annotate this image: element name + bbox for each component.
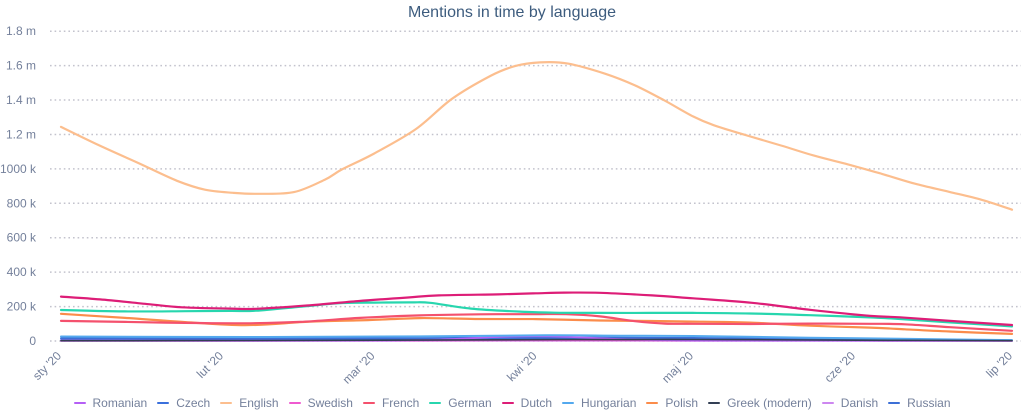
svg-text:kwi '20: kwi '20 — [504, 348, 540, 384]
svg-text:cze '20: cze '20 — [822, 348, 859, 385]
svg-text:sty '20: sty '20 — [30, 348, 64, 382]
svg-text:mar '20: mar '20 — [340, 348, 378, 386]
svg-text:0: 0 — [29, 334, 36, 348]
svg-text:maj '20: maj '20 — [659, 348, 696, 385]
svg-text:1.2 m: 1.2 m — [6, 128, 36, 142]
svg-text:1.8 m: 1.8 m — [6, 24, 36, 38]
svg-text:1000 k: 1000 k — [0, 162, 37, 176]
svg-text:1.6 m: 1.6 m — [6, 59, 36, 73]
svg-text:lip '20: lip '20 — [983, 348, 1015, 380]
svg-text:400 k: 400 k — [7, 265, 37, 279]
svg-text:1.4 m: 1.4 m — [6, 93, 36, 107]
svg-text:800 k: 800 k — [7, 196, 37, 210]
svg-text:lut '20: lut '20 — [194, 348, 227, 381]
svg-text:200 k: 200 k — [7, 300, 37, 314]
svg-text:600 k: 600 k — [7, 231, 37, 245]
